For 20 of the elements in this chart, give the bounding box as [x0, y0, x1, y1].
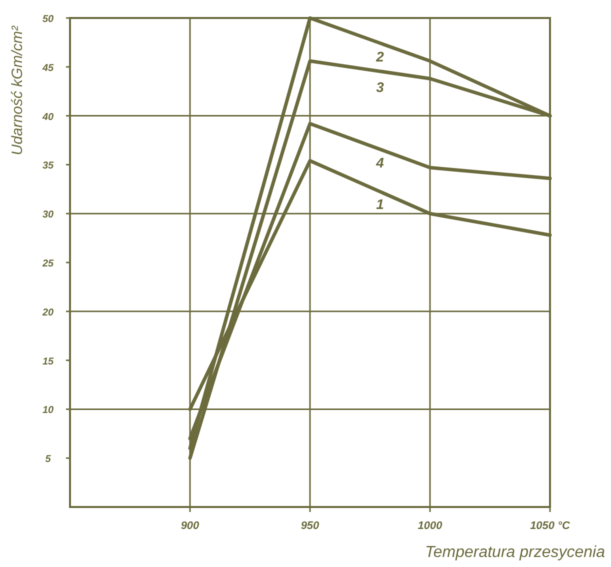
x-tick-label: 950 [300, 520, 320, 532]
y-tick-label: 50 [42, 14, 54, 25]
y-tick-label: 15 [42, 356, 54, 368]
y-tick-label: 30 [42, 210, 54, 221]
x-tick-label: 1000 [418, 520, 444, 532]
series-label: 1 [376, 196, 384, 212]
series-label: 4 [375, 154, 384, 171]
x-tick-label: 900 [180, 520, 200, 532]
y-tick-label: 20 [41, 307, 54, 318]
y-axis-title: Udarność kGm/cm² [9, 25, 26, 156]
y-tick-label: 45 [41, 62, 54, 74]
y-tick-label: 10 [42, 405, 54, 416]
y-tick-label: 25 [41, 258, 54, 270]
y-tick-label: 35 [42, 160, 54, 172]
x-axis-title: Temperatura przesycenia [425, 544, 606, 561]
y-tick-label: 40 [41, 112, 54, 123]
series-label: 3 [376, 78, 384, 95]
y-tick-label: 5 [45, 454, 52, 466]
series-label: 2 [375, 48, 384, 65]
x-tick-label: 1050 °C [530, 520, 571, 532]
